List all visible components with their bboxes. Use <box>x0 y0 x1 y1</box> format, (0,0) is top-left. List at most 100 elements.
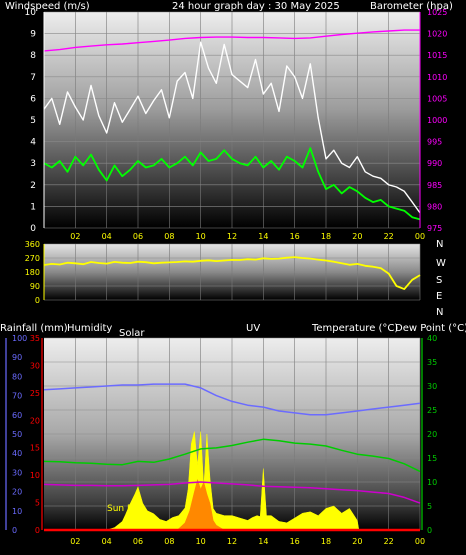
humidity-y-tick-label: 30 <box>12 468 22 477</box>
baro-y-tick-label: 985 <box>427 181 442 190</box>
temp-y-tick-label: 20 <box>427 430 437 439</box>
series-barometer-hpa-line <box>43 29 420 52</box>
rain-y-tick-label: 15 <box>30 444 40 453</box>
panel-separator <box>0 239 466 242</box>
direction-label-s: S <box>436 275 442 286</box>
baro-y-tick-label: 990 <box>427 159 442 168</box>
temp-y-tick-label: 5 <box>427 502 432 511</box>
rain-y-tick-label: 30 <box>30 361 40 370</box>
temp-x-tick-label: 00 <box>415 537 425 546</box>
temp-x-tick-label: 14 <box>258 537 268 546</box>
humidity-y-tick-label: 0 <box>12 526 17 535</box>
temp-x-tick-label: 02 <box>70 537 80 546</box>
baro-y-tick-label: 1015 <box>427 51 447 60</box>
wind-y-tick-label: 3 <box>30 159 36 169</box>
temp-x-tick-label: 22 <box>384 537 394 546</box>
baro-y-tick-label: 1020 <box>427 30 447 39</box>
wind-y-tick-label: 4 <box>30 138 36 148</box>
baro-y-tick-label: 1025 <box>427 8 447 17</box>
baro-y-tick-label: 1010 <box>427 73 447 82</box>
barometer-axis-title: Barometer (hpa) <box>370 1 453 12</box>
dir-y-tick-label: 180 <box>25 268 40 277</box>
temp-x-tick-label: 18 <box>321 537 331 546</box>
series-humidityline <box>43 383 421 416</box>
temp-y-tick-label: 0 <box>427 526 432 535</box>
baro-y-tick-label: 1005 <box>427 94 447 103</box>
rain-y-tick-label: 35 <box>30 334 40 343</box>
dew-point-axis-title: Dew Point (°C) <box>395 323 466 334</box>
humidity-y-tick-label: 100 <box>12 334 27 343</box>
wind-y-tick-label: 8 <box>30 51 36 61</box>
dir-y-tick-label: 360 <box>25 240 40 249</box>
series-lines <box>43 29 421 532</box>
baro-y-tick-label: 975 <box>427 224 442 233</box>
dir-y-tick-label: 90 <box>30 282 40 291</box>
humidity-y-tick-label: 10 <box>12 507 22 516</box>
humidity-y-tick-label: 90 <box>12 353 22 362</box>
sunrise-annotation: Sun Ri <box>107 504 136 514</box>
temp-y-tick-label: 40 <box>427 334 437 343</box>
humidity-y-tick-label: 60 <box>12 411 22 420</box>
grid-lines <box>44 11 421 531</box>
humidity-y-tick-label: 20 <box>12 488 22 497</box>
temp-x-tick-label: 20 <box>352 537 362 546</box>
wind-y-tick-label: 7 <box>30 73 36 83</box>
series-wind-averageline <box>43 147 421 221</box>
wind-y-tick-label: 1 <box>30 202 36 212</box>
wind-x-tick-label: 04 <box>102 232 112 241</box>
rain-y-tick-label: 20 <box>30 416 40 425</box>
wind-x-tick-label: 10 <box>196 232 206 241</box>
wind-y-tick-label: 0 <box>30 224 36 234</box>
humidity-y-tick-label: 70 <box>12 392 22 401</box>
temperature-axis-title: Temperature (°C) <box>311 323 398 334</box>
series-dew-point-c-line <box>43 481 421 504</box>
wind-x-tick-label: 12 <box>227 232 237 241</box>
rain-y-tick-label: 5 <box>35 499 40 508</box>
wind-y-tick-label: 2 <box>30 181 36 191</box>
wind-x-tick-label: 00 <box>415 232 425 241</box>
wind-x-tick-label: 22 <box>384 232 394 241</box>
humidity-axis-title: Humidity <box>67 323 112 334</box>
temp-x-tick-label: 16 <box>290 537 300 546</box>
wind-x-tick-label: 16 <box>290 232 300 241</box>
series-wind-direction-line <box>43 256 421 291</box>
baro-y-tick-label: 995 <box>427 138 442 147</box>
temp-y-tick-label: 10 <box>427 478 437 487</box>
temp-x-tick-label: 08 <box>164 537 174 546</box>
wind-y-tick-label: 10 <box>25 8 37 18</box>
rain-y-tick-label: 0 <box>35 526 40 535</box>
wind-y-tick-label: 9 <box>30 30 36 40</box>
wind-y-tick-label: 5 <box>30 116 36 126</box>
wind-x-tick-label: 08 <box>164 232 174 241</box>
direction-label-n-top: N <box>436 239 443 250</box>
wind-x-tick-label: 20 <box>352 232 362 241</box>
graph-title: 24 hour graph day : 30 May 2025 <box>172 1 340 12</box>
wind-x-tick-label: 02 <box>70 232 80 241</box>
wind-x-tick-label: 06 <box>133 232 143 241</box>
solar-label: Solar <box>119 328 145 339</box>
temp-y-tick-label: 30 <box>427 382 437 391</box>
rain-y-tick-label: 25 <box>30 389 40 398</box>
series-solararea <box>106 431 360 531</box>
dir-y-tick-label: 270 <box>25 254 40 263</box>
temp-y-tick-label: 25 <box>427 406 437 415</box>
temp-y-tick-label: 15 <box>427 454 437 463</box>
wind-y-tick-label: 6 <box>30 94 36 104</box>
series-windspeed-m-s-line <box>43 41 421 214</box>
windspeed-axis-title: Windspeed (m/s) <box>5 1 90 12</box>
baro-y-tick-label: 1000 <box>427 116 447 125</box>
rain-y-tick-label: 10 <box>30 471 40 480</box>
humidity-y-tick-label: 50 <box>12 430 22 439</box>
direction-label-w: W <box>436 258 446 269</box>
temp-x-tick-label: 04 <box>102 537 112 546</box>
dir-y-tick-label: 0 <box>35 296 40 305</box>
direction-label-e: E <box>436 291 442 302</box>
area-fills <box>106 431 360 531</box>
humidity-y-tick-label: 40 <box>12 449 22 458</box>
series-temperature-c-line <box>43 438 421 473</box>
wind-x-tick-label: 14 <box>258 232 268 241</box>
temp-x-tick-label: 12 <box>227 537 237 546</box>
temp-y-tick-label: 35 <box>427 358 437 367</box>
